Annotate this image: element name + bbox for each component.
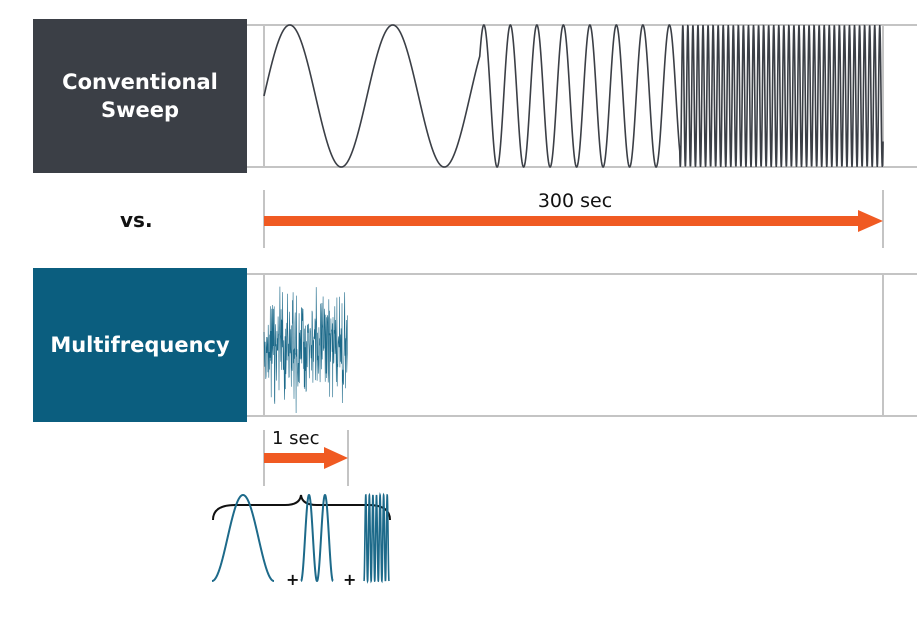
versus-label: vs. <box>120 208 153 232</box>
low-frequency-component <box>211 493 275 582</box>
multifrequency-duration-arrow <box>264 447 348 469</box>
mid-frequency-component <box>300 493 334 583</box>
conventional-sweep-label: Conventional Sweep <box>62 70 218 122</box>
multifrequency-duration-label: 1 sec <box>272 428 320 449</box>
multifrequency-box: Multifrequency <box>33 268 247 422</box>
high-frequency-component <box>363 492 390 584</box>
grid-lines <box>247 24 917 486</box>
conventional-sweep-box: Conventional Sweep <box>33 19 247 173</box>
multifrequency-waveform <box>263 286 348 414</box>
sweep-waveform <box>263 24 884 168</box>
plus-sign: + <box>286 570 299 589</box>
sweep-duration-arrow <box>264 210 883 232</box>
multifrequency-label: Multifrequency <box>50 333 230 357</box>
plus-sign: + <box>343 570 356 589</box>
sweep-duration-label: 300 sec <box>537 190 613 212</box>
